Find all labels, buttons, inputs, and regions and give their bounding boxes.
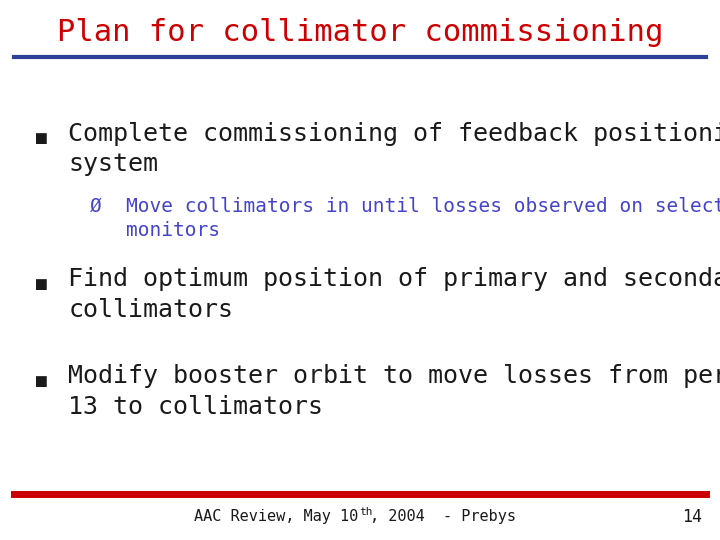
Text: , 2004  - Prebys: , 2004 - Prebys xyxy=(370,509,516,524)
Text: ▪: ▪ xyxy=(32,124,49,152)
Text: Ø: Ø xyxy=(90,197,102,216)
Text: ▪: ▪ xyxy=(32,270,49,298)
Text: Plan for collimator commissioning: Plan for collimator commissioning xyxy=(57,18,663,47)
Text: Move collimators in until losses observed on selected loss
monitors: Move collimators in until losses observe… xyxy=(126,197,720,240)
Text: Find optimum position of primary and secondary
collimators: Find optimum position of primary and sec… xyxy=(68,267,720,322)
Text: 14: 14 xyxy=(682,508,702,526)
Text: ▪: ▪ xyxy=(32,367,49,395)
Text: th: th xyxy=(359,507,373,517)
Text: AAC Review, May 10: AAC Review, May 10 xyxy=(194,509,358,524)
Text: Complete commissioning of feedback positioning
system: Complete commissioning of feedback posit… xyxy=(68,122,720,176)
Text: Modify booster orbit to move losses from period
13 to collimators: Modify booster orbit to move losses from… xyxy=(68,364,720,419)
